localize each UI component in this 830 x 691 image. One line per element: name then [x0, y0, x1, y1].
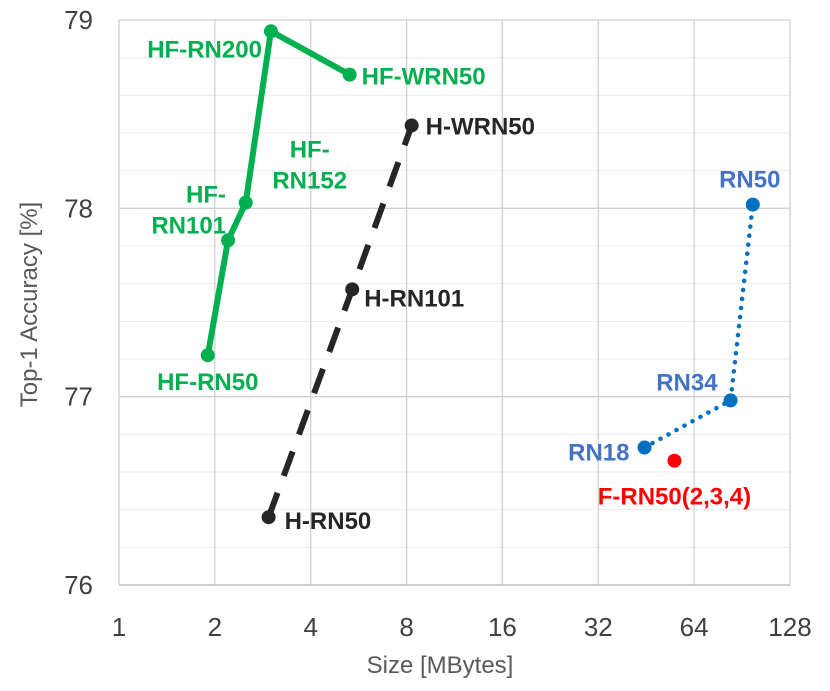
data-point [404, 118, 419, 133]
data-point [263, 24, 278, 39]
y-tick-label: 76 [64, 570, 93, 600]
point-label: HF-RN50 [157, 369, 258, 396]
data-point [221, 233, 236, 248]
series-points [200, 24, 760, 525]
x-tick-label: 32 [584, 612, 613, 642]
data-point [745, 197, 760, 212]
y-tick-label: 78 [64, 193, 93, 223]
data-point [637, 440, 652, 455]
data-point [342, 67, 357, 82]
data-point [238, 195, 253, 210]
data-point [667, 453, 682, 468]
x-tick-label: 8 [399, 612, 413, 642]
x-axis-ticks: 1 2 4 8 16 32 64 128 [112, 612, 812, 642]
x-axis-title: Size [MBytes] [367, 652, 514, 679]
point-label: H-RN50 [285, 508, 372, 535]
point-label: HF-RN200 [147, 36, 262, 63]
point-label: H-WRN50 [426, 113, 535, 140]
series-line [642, 202, 756, 450]
point-label: HF-RN101 [151, 181, 226, 239]
series-lines [204, 28, 756, 519]
point-label: HF-RN152 [272, 137, 347, 195]
data-point [261, 510, 276, 525]
minor-gridlines [119, 57, 790, 548]
point-label: RN34 [656, 369, 718, 396]
data-point [723, 393, 738, 408]
x-tick-label: 128 [768, 612, 811, 642]
x-tick-label: 2 [208, 612, 222, 642]
x-tick-label: 1 [112, 612, 126, 642]
point-label: H-RN101 [364, 285, 464, 312]
point-label: RN50 [719, 167, 780, 194]
y-axis-ticks: 76 77 78 79 [64, 5, 93, 600]
data-point [200, 348, 215, 363]
x-tick-label: 4 [303, 612, 317, 642]
point-labels: HF-RN50 HF-RN101 HF-RN152 HF-RN200 HF-WRN50 H… [147, 36, 780, 535]
x-tick-label: 64 [680, 612, 709, 642]
x-tick-label: 16 [488, 612, 517, 642]
point-label: F-RN50(2,3,4) [598, 484, 751, 511]
y-tick-label: 79 [64, 5, 93, 35]
y-tick-label: 77 [64, 382, 93, 412]
point-label: HF-WRN50 [362, 64, 486, 91]
y-axis-title: Top-1 Accuracy [%] [16, 202, 43, 407]
point-label: RN18 [568, 440, 629, 467]
data-point [345, 282, 360, 297]
